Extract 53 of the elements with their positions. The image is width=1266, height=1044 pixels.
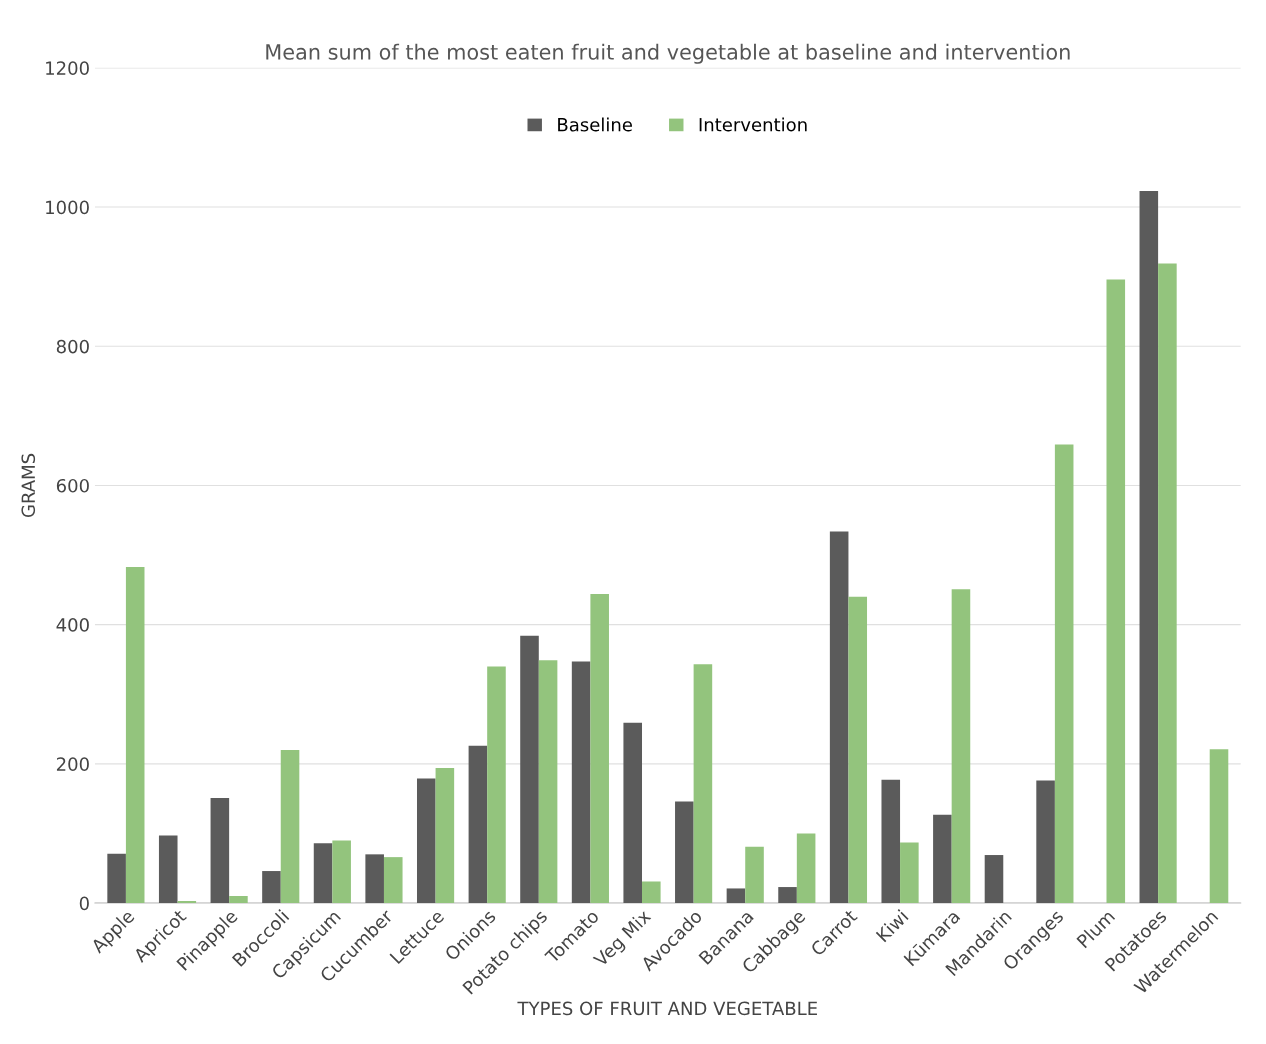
bar <box>984 855 1004 904</box>
bar <box>365 854 384 904</box>
bar <box>675 801 694 904</box>
bar <box>487 666 506 904</box>
bar <box>177 900 197 904</box>
y-tick-label: 1000 <box>46 200 89 215</box>
bar <box>280 749 300 904</box>
chart-title: Mean sum of the most eaten fruit and vegetable at baseline and intervention <box>266 43 1070 64</box>
x-axis-title: TYPES OF FRUIT AND VEGETABLE <box>517 1001 817 1016</box>
bar <box>158 835 178 904</box>
bar <box>332 840 351 904</box>
bar <box>210 797 230 904</box>
bar <box>848 596 868 904</box>
bar <box>435 768 455 904</box>
bar <box>590 594 609 904</box>
bar <box>829 531 849 904</box>
bar <box>933 814 952 904</box>
y-axis-title: GRAMS <box>21 453 36 518</box>
y-tick-label: 600 <box>56 478 89 493</box>
bar <box>1036 780 1055 904</box>
bar <box>642 881 661 904</box>
bar <box>1139 191 1159 904</box>
bar <box>1106 279 1126 904</box>
bar <box>262 871 281 904</box>
bar <box>1054 444 1074 904</box>
bar <box>520 635 539 904</box>
bar <box>745 846 764 904</box>
bar <box>125 566 145 904</box>
bar <box>623 722 643 904</box>
bar <box>726 888 746 904</box>
bar <box>538 660 558 904</box>
y-tick-label: 400 <box>56 618 89 632</box>
bar <box>107 853 126 904</box>
bar <box>693 664 713 904</box>
bar <box>383 857 403 904</box>
bar <box>1158 263 1177 904</box>
y-tick-label: 0 <box>79 896 89 911</box>
y-tick-label: 200 <box>56 757 89 771</box>
legend-label: Baseline <box>558 117 632 132</box>
bar <box>778 887 797 904</box>
y-tick-label: 800 <box>56 339 89 354</box>
bar <box>468 745 488 904</box>
y-tick-label: 1200 <box>46 61 89 75</box>
legend-label: Intervention <box>699 117 807 132</box>
bar <box>571 661 591 904</box>
bar <box>881 779 901 904</box>
bar <box>951 589 971 904</box>
bar <box>900 842 919 904</box>
bar <box>313 843 333 904</box>
bar <box>1209 749 1229 904</box>
bar <box>796 833 816 904</box>
bar <box>229 896 248 904</box>
bar <box>416 778 436 904</box>
